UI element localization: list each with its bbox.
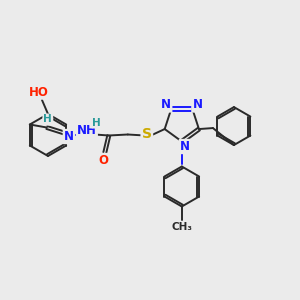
Text: N: N bbox=[64, 130, 74, 143]
Text: N: N bbox=[192, 98, 203, 111]
Text: HO: HO bbox=[29, 85, 49, 98]
Text: NH: NH bbox=[77, 124, 97, 137]
Text: N: N bbox=[161, 98, 171, 111]
Text: H: H bbox=[44, 115, 52, 124]
Text: H: H bbox=[92, 118, 101, 128]
Text: N: N bbox=[180, 140, 190, 153]
Text: S: S bbox=[142, 127, 152, 140]
Text: O: O bbox=[99, 154, 109, 167]
Text: CH₃: CH₃ bbox=[171, 223, 192, 232]
